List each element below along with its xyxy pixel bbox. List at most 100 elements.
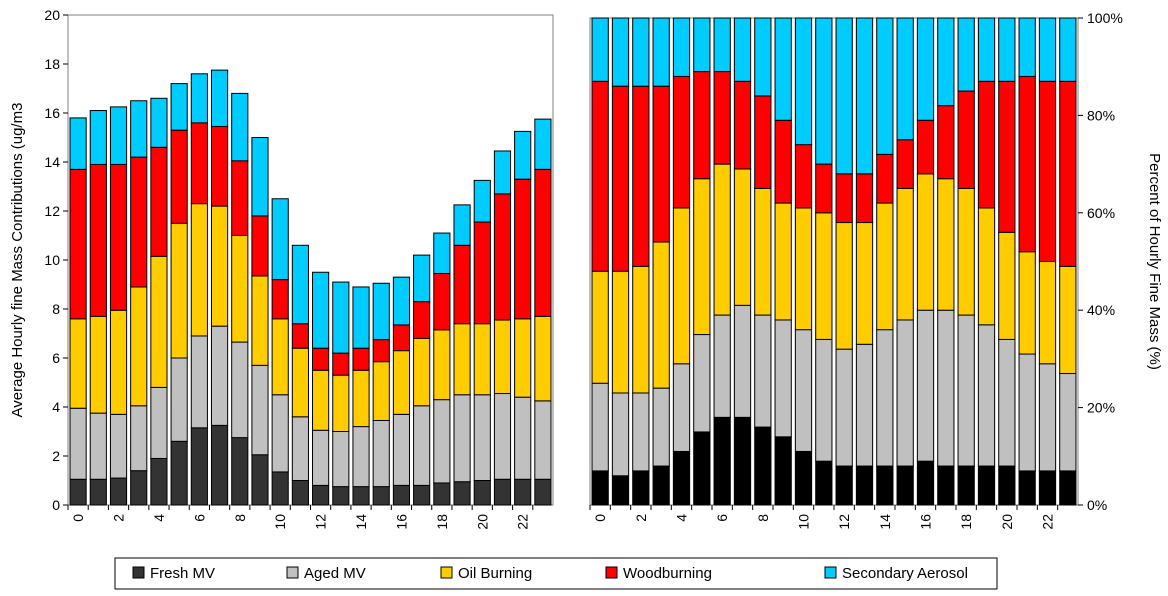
bar-segment [794,144,813,209]
bar-segment [693,334,711,433]
bar-segment [998,465,1016,506]
bar-segment [271,198,289,281]
bar-segment [591,80,609,272]
bar-segment [937,178,955,311]
bar-segment [632,85,650,267]
bar-segment [372,486,390,506]
bar-segment [514,318,532,398]
y-tick-label: 60% [1087,205,1115,221]
bar-segment [433,272,451,331]
x-tick-label: 2 [633,514,649,522]
bar-segment [896,465,914,506]
x-tick-label: 16 [393,514,409,530]
bar-segment [672,207,691,365]
bar-segment [130,470,148,506]
bar-segment [672,75,691,209]
bar-segment [89,315,107,414]
bar-segment [190,203,208,337]
x-tick-label: 2 [111,514,127,522]
bar-segment [473,323,491,396]
bar-segment [493,150,512,195]
bar-segment [1059,80,1077,267]
bar-segment [632,392,650,472]
bar-segment [130,286,148,407]
bar-segment [312,347,330,371]
bar-segment [150,97,168,148]
bar-segment [733,17,752,82]
legend-label: Oil Burning [458,565,532,582]
bar-segment [231,235,249,343]
bar-segment [693,71,711,180]
y-tick-label: 2 [52,448,60,464]
bar-segment [957,90,975,189]
bar-segment [693,17,711,73]
bar-segment [611,392,630,477]
bar-segment [170,357,188,442]
bar-segment [372,282,390,341]
bar-segment [150,146,168,257]
bar-segment [591,382,609,472]
bar-segment [957,465,975,506]
bar-segment [1018,353,1036,472]
bar-segment [977,80,996,209]
bar-segment [977,465,996,506]
bar-segment [916,460,935,506]
bar-segment [896,139,914,189]
bar-segment [876,202,894,331]
bar-segment [372,339,390,363]
bar-segment [332,352,350,376]
bar-segment [611,85,630,272]
bar-segment [332,374,350,432]
x-tick-label: 14 [877,514,893,530]
bar-segment [251,137,269,217]
bar-segment [69,117,87,170]
bar-segment [713,314,731,418]
bar-segment [473,221,491,325]
bar-segment [998,231,1016,340]
bar-segment [855,173,874,224]
x-tick-label: 6 [714,514,730,522]
y-tick-label: 0% [1087,497,1107,513]
bar-segment [998,338,1016,467]
x-tick-label: 0 [70,514,86,522]
x-tick-label: 6 [191,514,207,522]
bar-segment [473,394,491,481]
bar-segment [957,187,975,316]
bar-segment [190,73,208,124]
bar-segment [534,118,552,170]
bar-segment [896,187,914,321]
x-tick-label: 10 [272,514,288,530]
legend-swatch [132,566,145,579]
bar-segment [835,173,853,224]
bar-segment [1059,470,1077,506]
y-tick-label: 40% [1087,302,1115,318]
bar-segment [835,17,853,175]
legend-label: Secondary Aerosol [842,565,968,582]
bar-segment [453,481,471,506]
bar-segment [1018,17,1036,77]
bar-segment [433,482,451,506]
bar-segment [473,480,491,506]
bar-segment [754,314,772,428]
bar-segment [815,338,833,462]
bar-segment [1038,17,1057,82]
bar-segment [130,156,148,288]
bar-segment [89,478,107,506]
x-tick-label: 0 [592,514,608,522]
bar-segment [652,387,670,467]
y-tick-label: 20 [44,7,60,23]
bar-segment [534,168,552,317]
y-tick-label: 80% [1087,107,1115,123]
bar-segment [896,319,914,467]
bar-segment [271,318,289,396]
bar-segment [413,301,431,339]
bar-segment [413,254,431,303]
bar-segment [794,450,813,506]
bar-segment [632,265,650,394]
bar-segment [372,419,390,488]
bar-segment [453,323,471,396]
bar-segment [312,271,330,349]
legend-label: Aged MV [304,565,366,582]
y-tick-label: 4 [52,399,60,415]
y-tick-label: 8 [52,301,60,317]
